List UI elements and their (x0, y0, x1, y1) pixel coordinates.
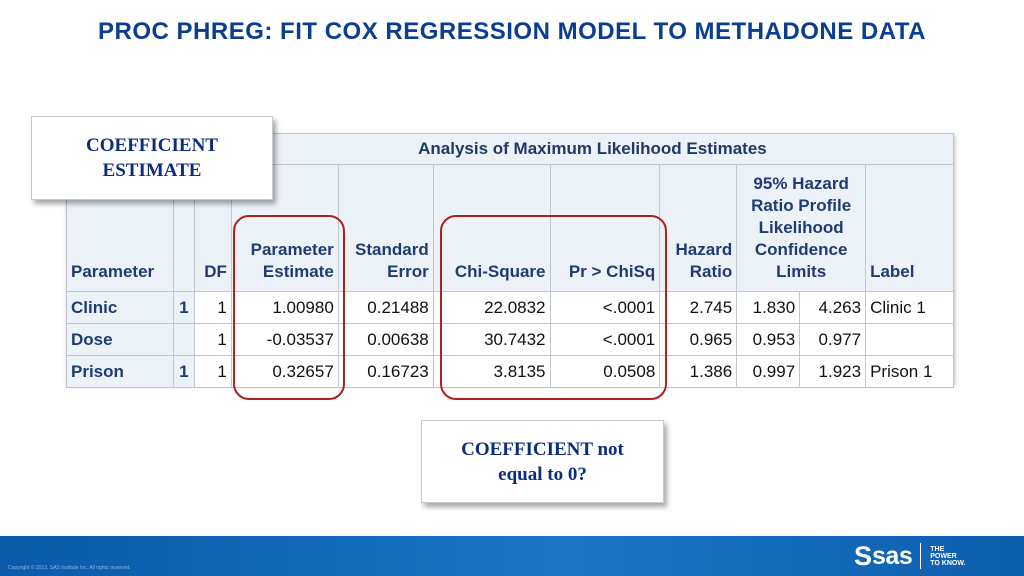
row-chisq: 3.8135 (432, 355, 551, 388)
tagline-line: POWER (930, 552, 957, 560)
callout-line: COEFFICIENT not (461, 438, 624, 460)
row-estimate: 0.32657 (230, 355, 339, 388)
sas-tagline: THE POWER TO KNOW. (930, 546, 965, 567)
row-estimate: 1.00980 (230, 291, 339, 324)
column-header-hazard: Hazard Ratio (659, 164, 738, 292)
row-ci-high: 4.263 (799, 291, 867, 324)
copyright-text: Copyright © 2013, SAS Institute Inc. All… (8, 565, 131, 571)
row-ci-high: 0.977 (799, 323, 867, 356)
row-chisq: 30.7432 (432, 323, 551, 356)
row-parameter: Clinic (66, 291, 174, 324)
row-hazard: 2.745 (659, 291, 738, 324)
row-df: 1 (193, 355, 232, 388)
row-class: 1 (172, 355, 195, 388)
row-parameter: Dose (66, 323, 174, 356)
row-class (172, 323, 195, 356)
row-df: 1 (193, 323, 232, 356)
header-line: Likelihood (758, 218, 844, 237)
tagline-line: TO KNOW. (930, 559, 966, 567)
ml-estimates-table: Analysis of Maximum Likelihood Estimates… (66, 133, 955, 388)
column-header-pvalue: Pr > ChiSq (549, 164, 661, 292)
header-line: Ratio (689, 262, 733, 281)
header-line: Ratio Profile (751, 196, 852, 215)
table-caption: Analysis of Maximum Likelihood Estimates (230, 133, 955, 165)
not-equal-zero-callout: COEFFICIENT not equal to 0? (421, 420, 664, 503)
row-stderr: 0.00638 (337, 323, 434, 356)
coefficient-estimate-callout: COEFFICIENT ESTIMATE (31, 116, 273, 200)
column-header-chisq: Chi-Square (432, 164, 551, 292)
header-line: Error (387, 262, 429, 281)
header-line: 95% Hazard (753, 174, 849, 193)
row-pvalue: <.0001 (549, 323, 661, 356)
header-line: Hazard (675, 240, 733, 259)
callout-line: COEFFICIENT (86, 135, 218, 156)
column-header-ci: 95% Hazard Ratio Profile Likelihood Conf… (736, 164, 867, 292)
table-row: Dose 1 -0.03537 0.00638 30.7432 <.0001 0… (66, 323, 954, 356)
column-header-label: Label (865, 164, 954, 292)
row-ci-low: 0.997 (736, 355, 801, 388)
logo-divider (920, 543, 922, 569)
header-line: Estimate (262, 262, 334, 281)
row-label: Prison 1 (865, 355, 954, 388)
slide-title: PROC PHREG: FIT COX REGRESSION MODEL TO … (98, 18, 926, 45)
row-estimate: -0.03537 (230, 323, 339, 356)
header-line: Parameter (250, 240, 334, 259)
row-class: 1 (172, 291, 195, 324)
row-ci-high: 1.923 (799, 355, 867, 388)
row-label: Clinic 1 (865, 291, 954, 324)
row-chisq: 22.0832 (432, 291, 551, 324)
header-line: Limits (776, 262, 827, 281)
table-row: Clinic 1 1 1.00980 0.21488 22.0832 <.000… (66, 291, 954, 324)
row-ci-low: 0.953 (736, 323, 801, 356)
row-hazard: 0.965 (659, 323, 738, 356)
callout-line: equal to 0? (498, 463, 587, 485)
header-line: Confidence (754, 240, 848, 259)
sas-logo-word: sas (872, 542, 913, 570)
row-ci-low: 1.830 (736, 291, 801, 324)
header-line: Standard (355, 240, 429, 259)
row-label (865, 323, 954, 356)
row-stderr: 0.16723 (337, 355, 434, 388)
sas-logo: S sas THE POWER TO KNOW. (854, 542, 966, 570)
row-df: 1 (193, 291, 232, 324)
footer-bar: Copyright © 2013, SAS Institute Inc. All… (0, 536, 1024, 576)
row-pvalue: <.0001 (549, 291, 661, 324)
row-parameter: Prison (66, 355, 174, 388)
table-row: Prison 1 1 0.32657 0.16723 3.8135 0.0508… (66, 355, 954, 388)
sas-logo-s: S (854, 541, 873, 571)
row-stderr: 0.21488 (337, 291, 434, 324)
callout-line: ESTIMATE (102, 160, 202, 181)
row-hazard: 1.386 (659, 355, 738, 388)
row-pvalue: 0.0508 (549, 355, 661, 388)
tagline-line: THE (930, 545, 945, 553)
column-header-stderr: Standard Error (337, 164, 434, 292)
